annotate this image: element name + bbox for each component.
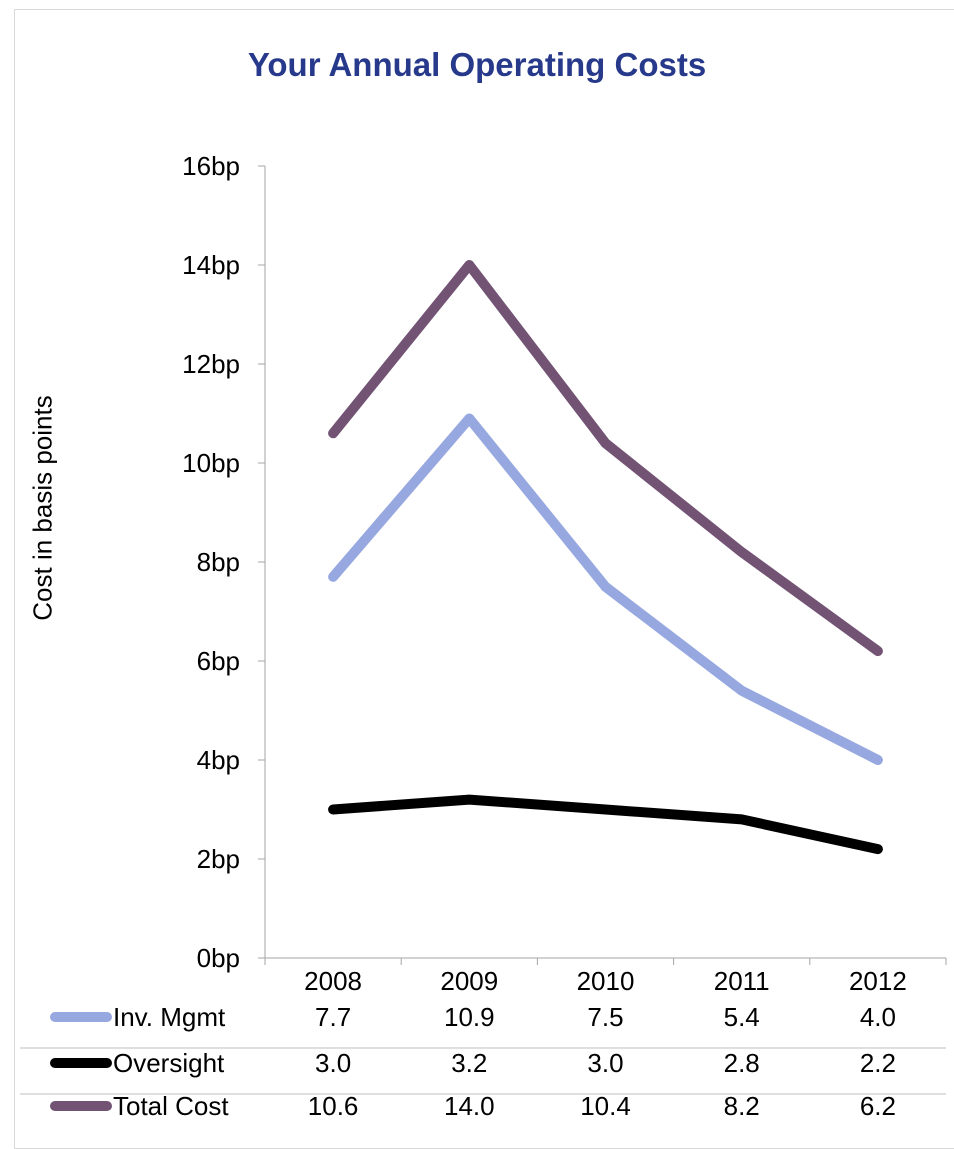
table-cell: 4.0 [860, 1002, 896, 1032]
table-cell: 5.4 [724, 1002, 760, 1032]
x-tick-label: 2011 [714, 966, 770, 996]
y-tick-labels: 0bp 2bp 4bp 6bp 8bp 10bp 12bp 14bp 16bp [182, 151, 240, 973]
table-cell: 3.0 [587, 1048, 623, 1078]
legend-label: Oversight [113, 1048, 225, 1078]
table-cell: 14.0 [444, 1091, 495, 1121]
y-tick-label: 12bp [182, 349, 240, 379]
table-cell: 10.6 [308, 1091, 359, 1121]
table-cell: 2.2 [860, 1048, 896, 1078]
x-tick-label: 2012 [849, 966, 907, 996]
series-line-inv-mgmt [328, 413, 883, 765]
y-tick-label: 16bp [182, 151, 240, 181]
y-tick-label: 2bp [197, 844, 240, 874]
table-cell: 10.4 [580, 1091, 631, 1121]
table-cell: 8.2 [724, 1091, 760, 1121]
x-tick-labels: 2008 2009 2010 2011 2012 [304, 966, 907, 996]
x-tick-label: 2008 [304, 966, 362, 996]
data-table: Inv. Mgmt 7.7 10.9 7.5 5.4 4.0 Oversight 3.0 3.2… [20, 1002, 946, 1121]
chart-title: Your Annual Operating Costs [247, 46, 707, 83]
y-tick-label: 10bp [182, 448, 240, 478]
legend-label: Inv. Mgmt [113, 1002, 226, 1032]
y-tick-label: 4bp [197, 745, 240, 775]
x-tick-label: 2009 [440, 966, 498, 996]
table-cell: 7.7 [315, 1002, 351, 1032]
series-line-oversight [328, 794, 883, 855]
x-tick-label: 2010 [577, 966, 635, 996]
table-cell: 6.2 [860, 1091, 896, 1121]
table-cell: 3.2 [451, 1048, 487, 1078]
table-cell: 10.9 [444, 1002, 495, 1032]
y-tick-label: 14bp [182, 250, 240, 280]
legend-label: Total Cost [113, 1091, 229, 1121]
series-lines [328, 260, 883, 855]
table-cell: 7.5 [587, 1002, 623, 1032]
series-line-total-cost [328, 260, 883, 657]
table-cell: 3.0 [315, 1048, 351, 1078]
axes [258, 165, 947, 965]
y-tick-label: 0bp [197, 943, 240, 973]
y-tick-label: 8bp [197, 547, 240, 577]
y-tick-label: 6bp [197, 646, 240, 676]
table-cell: 2.8 [724, 1048, 760, 1078]
